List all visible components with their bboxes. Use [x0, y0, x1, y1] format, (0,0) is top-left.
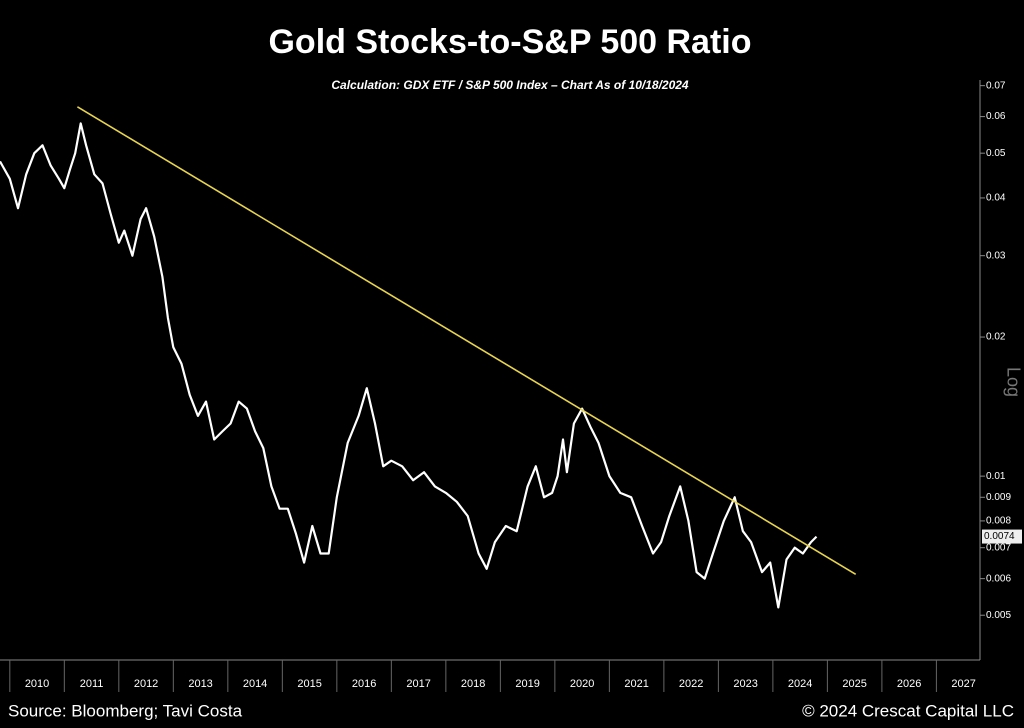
y-tick-label: 0.008: [986, 516, 1011, 527]
x-tick-label: 2024: [788, 678, 812, 690]
x-tick-label: 2015: [297, 678, 321, 690]
y-tick-label: 0.04: [986, 193, 1006, 204]
y-tick-label: 0.05: [986, 148, 1006, 159]
chart-subtitle: Calculation: GDX ETF / S&P 500 Index – C…: [331, 78, 689, 92]
x-tick-label: 2023: [733, 678, 757, 690]
x-tick-label: 2025: [842, 678, 866, 690]
x-tick-label: 2010: [25, 678, 49, 690]
current-value-box: [982, 529, 1022, 544]
x-tick-label: 2018: [461, 678, 485, 690]
y-tick-label: 0.005: [986, 610, 1011, 621]
x-tick-label: 2020: [570, 678, 594, 690]
y-tick-label: 0.07: [986, 80, 1006, 91]
trend-line: [76, 106, 857, 575]
y-tick-label: 0.007: [986, 542, 1011, 553]
y-tick-label: 0.01: [986, 471, 1006, 482]
copyright: © 2024 Crescat Capital LLC: [802, 701, 1014, 720]
ratio-line: [0, 122, 818, 609]
x-tick-label: 2011: [80, 678, 104, 690]
x-tick-label: 2019: [515, 678, 539, 690]
y-tick-label: 0.006: [986, 573, 1011, 584]
x-tick-label: 2012: [134, 678, 158, 690]
source: Source: Bloomberg; Tavi Costa: [8, 701, 243, 720]
x-tick-label: 2022: [679, 678, 703, 690]
y-tick-label: 0.02: [986, 332, 1006, 343]
x-tick-label: 2027: [951, 678, 975, 690]
x-tick-label: 2013: [188, 678, 212, 690]
y-tick-label: 0.06: [986, 111, 1006, 122]
x-tick-label: 2026: [897, 678, 921, 690]
y-axis-label: Log: [1003, 367, 1023, 397]
x-tick-label: 2014: [243, 678, 267, 690]
y-tick-label: 0.009: [986, 492, 1011, 503]
x-tick-label: 2017: [406, 678, 430, 690]
x-tick-label: 2021: [624, 678, 648, 690]
chart-title: Gold Stocks-to-S&P 500 Ratio: [268, 23, 751, 61]
y-tick-label: 0.03: [986, 250, 1006, 261]
x-tick-label: 2016: [352, 678, 376, 690]
current-value-label: 0.0074: [984, 531, 1015, 542]
